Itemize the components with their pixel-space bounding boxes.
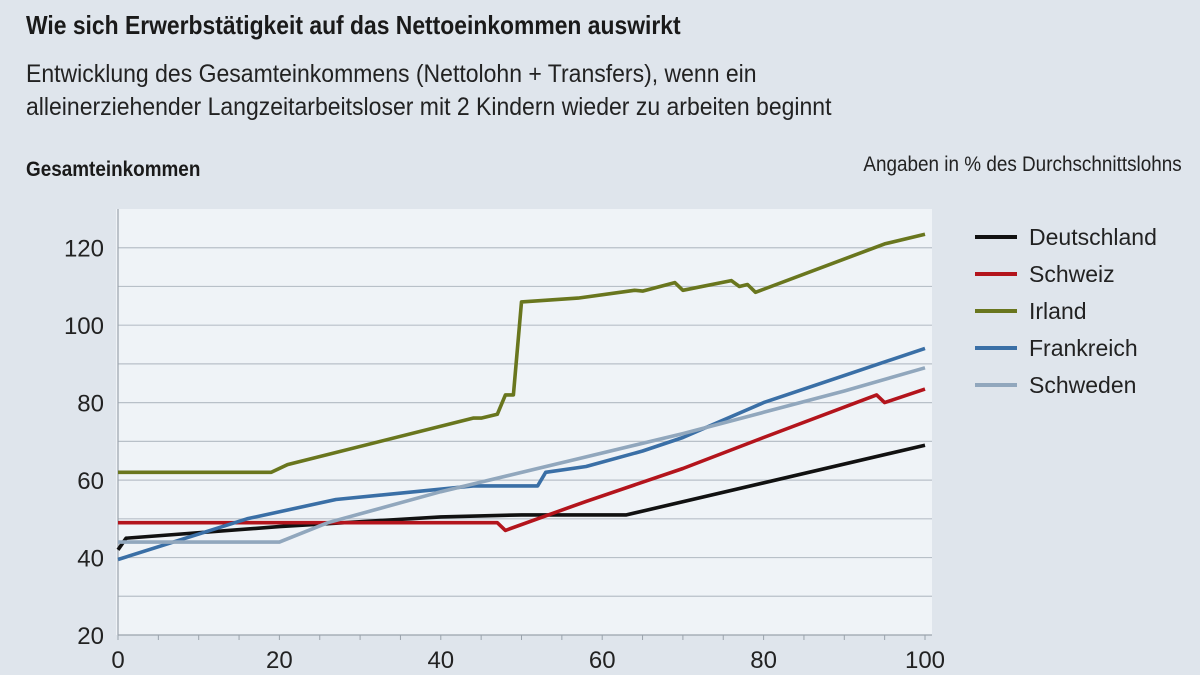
subtitle-line-2: alleinerziehender Langzeitarbeitsloser m… — [26, 93, 832, 121]
x-tick-label: 80 — [750, 647, 777, 674]
x-tick-label: 60 — [589, 647, 616, 674]
legend-label-irland: Irland — [1029, 298, 1087, 324]
y-axis-label: Gesamteinkommen — [26, 158, 201, 181]
series-line-schweden — [118, 366, 926, 544]
series-line-schweiz — [118, 387, 926, 533]
x-tick-label: 40 — [427, 647, 454, 674]
y-tick-label: 100 — [64, 313, 104, 340]
y-tick-label: 40 — [77, 546, 104, 573]
chart-title: Wie sich Erwerbstätigkeit auf das Nettoe… — [26, 10, 681, 40]
legend-label-schweden: Schweden — [1029, 372, 1136, 398]
y-tick-label: 20 — [77, 623, 104, 650]
x-tick-label: 0 — [111, 647, 124, 674]
y-tick-label: 80 — [77, 391, 104, 418]
legend-label-schweiz: Schweiz — [1029, 261, 1115, 287]
chart-subtitle: Entwicklung des Gesamteinkommens (Nettol… — [26, 58, 831, 124]
unit-note: Angaben in % des Durchschnittslohns — [863, 153, 1182, 176]
legend-label-deutschland: Deutschland — [1029, 224, 1157, 250]
subtitle-line-1: Entwicklung des Gesamteinkommens (Nettol… — [26, 60, 757, 88]
y-tick-label: 120 — [64, 236, 104, 263]
x-tick-label: 100 — [905, 647, 945, 674]
plot-area — [116, 209, 932, 635]
y-tick-label: 60 — [77, 468, 104, 495]
series-line-irland — [118, 232, 926, 475]
series-line-deutschland — [116, 443, 926, 551]
legend-label-frankreich: Frankreich — [1029, 335, 1138, 361]
x-tick-label: 20 — [266, 647, 293, 674]
